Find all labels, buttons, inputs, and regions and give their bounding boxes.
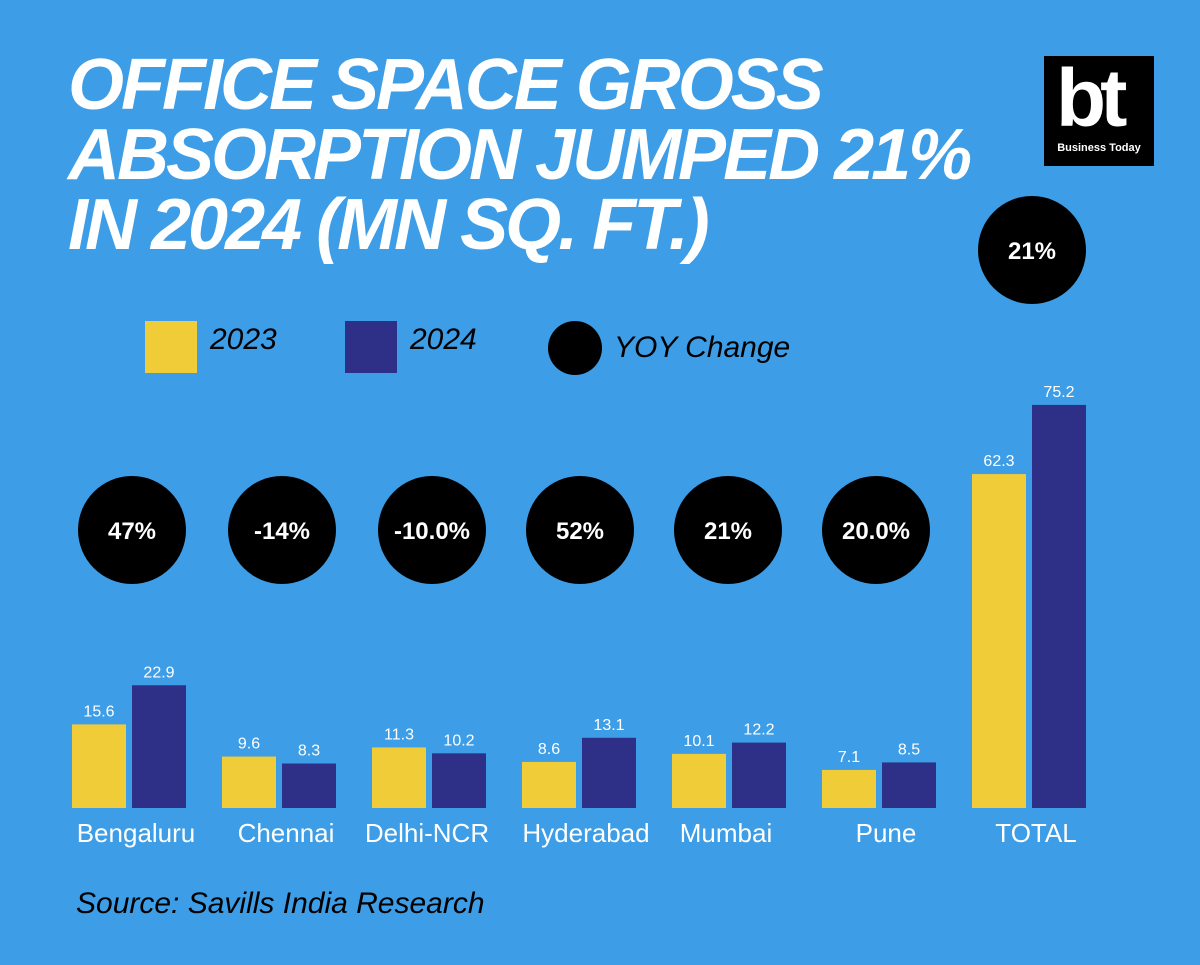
bar-2024-bengaluru — [132, 685, 186, 808]
logo-text: Business Today — [1057, 142, 1141, 154]
yoy-label-hyderabad: 52% — [556, 518, 604, 545]
data-label-2024-bengaluru: 22.9 — [143, 664, 174, 681]
title-line-2: ABSORPTION JUMPED 21% — [68, 115, 972, 195]
title-line-3: IN 2024 (MN SQ. FT.) — [68, 185, 710, 265]
category-label-delhi-ncr: Delhi-NCR — [365, 818, 489, 848]
category-label-total: TOTAL — [995, 818, 1076, 848]
yoy-circle-total — [978, 196, 1086, 304]
yoy-label-chennai: -14% — [254, 518, 310, 545]
title-line-1: OFFICE SPACE GROSS — [68, 45, 824, 125]
bar-2024-hyderabad — [582, 737, 636, 808]
source-note: Source: Savills India Research — [76, 887, 485, 920]
category-label-mumbai: Mumbai — [680, 818, 772, 848]
legend-dot-yoy — [548, 321, 602, 375]
bar-2023-chennai — [222, 756, 276, 808]
data-label-2024-hyderabad: 13.1 — [593, 717, 624, 734]
data-label-2023-mumbai: 10.1 — [683, 733, 714, 750]
data-label-2023-pune: 7.1 — [838, 749, 860, 766]
data-label-2024-total: 75.2 — [1043, 384, 1074, 401]
bar-2024-pune — [882, 762, 936, 808]
yoy-circle-hyderabad — [526, 476, 634, 584]
data-label-2024-pune: 8.5 — [898, 741, 920, 758]
bar-2024-mumbai — [732, 742, 786, 808]
data-label-2024-delhi-ncr: 10.2 — [443, 732, 474, 749]
bar-2023-bengaluru — [72, 724, 126, 808]
data-label-2024-chennai: 8.3 — [298, 743, 320, 760]
bar-2024-total — [1032, 404, 1086, 808]
legend-label-2024: 2024 — [410, 323, 477, 356]
yoy-label-total: 21% — [1008, 238, 1056, 265]
bar-2024-delhi-ncr — [432, 753, 486, 808]
yoy-label-pune: 20.0% — [842, 518, 910, 545]
data-label-2023-hyderabad: 8.6 — [538, 741, 560, 758]
yoy-label-mumbai: 21% — [704, 518, 752, 545]
yoy-circle-bengaluru — [78, 476, 186, 584]
logo-mark: bt — [1056, 53, 1127, 144]
bar-2024-chennai — [282, 763, 336, 808]
data-label-2023-delhi-ncr: 11.3 — [384, 726, 414, 743]
legend-label-yoy: YOY Change — [614, 331, 791, 364]
category-label-bengaluru: Bengaluru — [77, 818, 196, 848]
data-label-2023-bengaluru: 15.6 — [83, 703, 114, 720]
bar-2023-mumbai — [672, 753, 726, 808]
yoy-circle-delhi-ncr — [378, 476, 486, 584]
category-label-chennai: Chennai — [238, 818, 335, 848]
category-label-hyderabad: Hyderabad — [522, 818, 649, 848]
legend-label-2023: 2023 — [210, 323, 277, 356]
legend-swatch-2023 — [145, 321, 197, 373]
bar-2023-hyderabad — [522, 761, 576, 808]
bar-2023-pune — [822, 769, 876, 808]
yoy-label-delhi-ncr: -10.0% — [394, 518, 470, 545]
bar-2023-total — [972, 474, 1026, 808]
legend-swatch-2024 — [345, 321, 397, 373]
yoy-label-bengaluru: 47% — [108, 518, 156, 545]
yoy-circle-chennai — [228, 476, 336, 584]
data-label-2023-chennai: 9.6 — [238, 736, 260, 753]
yoy-circle-pune — [822, 476, 930, 584]
data-label-2023-total: 62.3 — [983, 453, 1014, 470]
yoy-circle-mumbai — [674, 476, 782, 584]
data-label-2024-mumbai: 12.2 — [743, 722, 774, 739]
category-label-pune: Pune — [856, 818, 917, 848]
business-today-logo: bt Business Today — [1044, 56, 1154, 166]
chart-title: OFFICE SPACE GROSS ABSORPTION JUMPED 21%… — [68, 45, 1028, 265]
bar-2023-delhi-ncr — [372, 747, 426, 808]
